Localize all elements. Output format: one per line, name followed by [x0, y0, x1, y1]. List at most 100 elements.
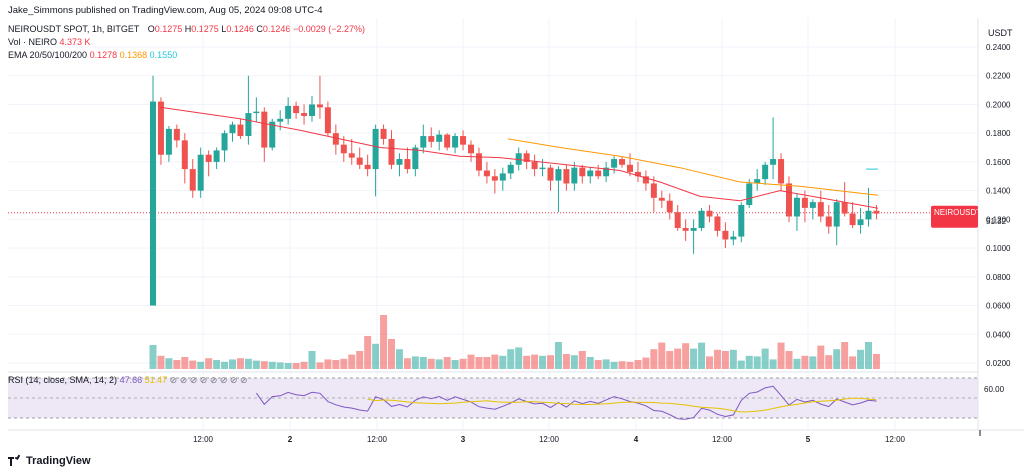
ema-label[interactable]: EMA 20/50/100/200	[8, 50, 88, 60]
ema50-value: 0.1368	[119, 50, 148, 60]
candle-body	[865, 210, 872, 220]
volume-bar	[690, 348, 698, 369]
candle-body	[714, 216, 721, 231]
volume-bar	[483, 357, 491, 369]
volume-bars	[149, 315, 880, 369]
volume-bar	[149, 345, 157, 369]
candle-body	[499, 173, 506, 181]
price-tick-label: 0.1400	[986, 187, 1011, 196]
last-price-tag[interactable]: NEIROUSDT 0.1246 51:32	[931, 205, 1011, 228]
volume-bar	[499, 355, 507, 369]
volume-bar	[706, 356, 713, 369]
rsi-axis-tick: 60.00	[984, 385, 1005, 394]
volume-bar	[586, 357, 594, 369]
candle-body	[857, 219, 864, 226]
volume-bar	[626, 361, 634, 369]
candle-body	[793, 197, 800, 217]
volume-bar	[332, 360, 340, 369]
volume-bar	[388, 339, 395, 369]
candle-body	[428, 136, 435, 142]
volume-legend[interactable]: Vol · NEIRO 4.373 K	[8, 37, 91, 48]
volume-bar	[205, 358, 213, 369]
volume-bar	[713, 349, 721, 369]
candle-body	[849, 213, 856, 226]
time-tick-label: 12:00	[367, 435, 388, 444]
tradingview-brand[interactable]: TradingView	[8, 454, 91, 467]
volume-bar	[650, 349, 658, 369]
volume-bar	[570, 355, 578, 369]
volume-bar	[531, 354, 539, 369]
volume-bar	[276, 362, 284, 369]
volume-bar	[809, 356, 817, 369]
volume-bar	[602, 359, 610, 369]
candle-body	[388, 138, 395, 165]
price-scale: 0.2400 0.2200 0.2000 0.1800 0.1600 0.1400 0.12…	[986, 43, 1011, 368]
candle-body	[730, 236, 737, 240]
candle-body	[372, 128, 379, 170]
candle-body	[674, 212, 681, 228]
volume-bar	[475, 357, 483, 369]
volume-bar	[721, 351, 729, 369]
volume-bar	[292, 363, 300, 369]
candle-body	[420, 136, 427, 148]
candle-body	[475, 153, 482, 171]
rsi-legend[interactable]: RSI (14, close, SMA, 14, 2) 47.66 51.47 …	[8, 375, 248, 386]
candle-body	[825, 216, 832, 227]
close-label: C	[256, 24, 263, 34]
candle-body	[587, 170, 594, 177]
candle-body	[706, 210, 713, 217]
volume-bar	[419, 357, 427, 369]
volume-bar	[547, 355, 554, 369]
brand-name: TradingView	[26, 455, 91, 467]
tradingview-logo-icon	[8, 454, 22, 466]
symbol-label[interactable]: NEIROUSDT SPOT, 1h, BITGET	[8, 24, 140, 34]
price-tick-label: 0.0800	[986, 273, 1011, 282]
volume-label[interactable]: Vol · NEIRO	[8, 37, 58, 47]
volume-bar	[435, 359, 443, 369]
volume-bar	[865, 342, 872, 369]
candle-body	[531, 161, 538, 170]
candle-body	[515, 153, 522, 165]
candle-body	[754, 179, 761, 184]
candle-body	[452, 136, 459, 148]
candle-body	[603, 167, 610, 177]
candle-body	[658, 197, 665, 201]
symbol-ohlc-legend[interactable]: NEIROUSDT SPOT, 1h, BITGET O0.1275 H0.12…	[8, 24, 365, 35]
candle-body	[253, 111, 260, 114]
candle-body	[229, 124, 236, 134]
candle-body	[563, 169, 570, 184]
candle-body	[205, 154, 212, 162]
price-tick-label: 0.1600	[986, 158, 1011, 167]
candle-body	[340, 144, 347, 154]
time-tick-label: 12:00	[712, 435, 733, 444]
candle-body	[237, 124, 244, 137]
candle-body	[666, 200, 673, 213]
volume-bar	[157, 355, 165, 369]
time-tick-label: 4	[634, 435, 639, 444]
candle-body	[468, 144, 474, 154]
volume-bar	[507, 349, 515, 369]
last-price-symbol: NEIROUSDT	[934, 208, 981, 217]
rsi-label[interactable]: RSI (14, close, SMA, 14, 2)	[8, 375, 118, 385]
volume-bar	[229, 359, 236, 369]
candle-body	[261, 111, 268, 148]
candle-body	[150, 101, 156, 306]
candle-body	[483, 170, 490, 177]
volume-bar	[578, 351, 586, 369]
candle-body	[801, 197, 808, 208]
price-tick-label: 0.0400	[986, 330, 1011, 339]
price-tick-label: 0.0200	[986, 359, 1011, 368]
open-value: 0.1275	[154, 24, 183, 34]
ema-legend[interactable]: EMA 20/50/100/200 0.1278 0.1368 0.1550	[8, 50, 177, 61]
volume-bar	[268, 361, 276, 369]
time-tick-label: 5	[806, 435, 811, 444]
candle-body	[277, 118, 284, 122]
candle-body	[157, 101, 164, 155]
volume-bar	[467, 354, 475, 369]
volume-bar	[308, 351, 316, 369]
open-label: O	[147, 24, 155, 34]
volume-bar	[364, 336, 372, 369]
candle-body	[841, 202, 848, 214]
volume-bar	[395, 349, 403, 369]
